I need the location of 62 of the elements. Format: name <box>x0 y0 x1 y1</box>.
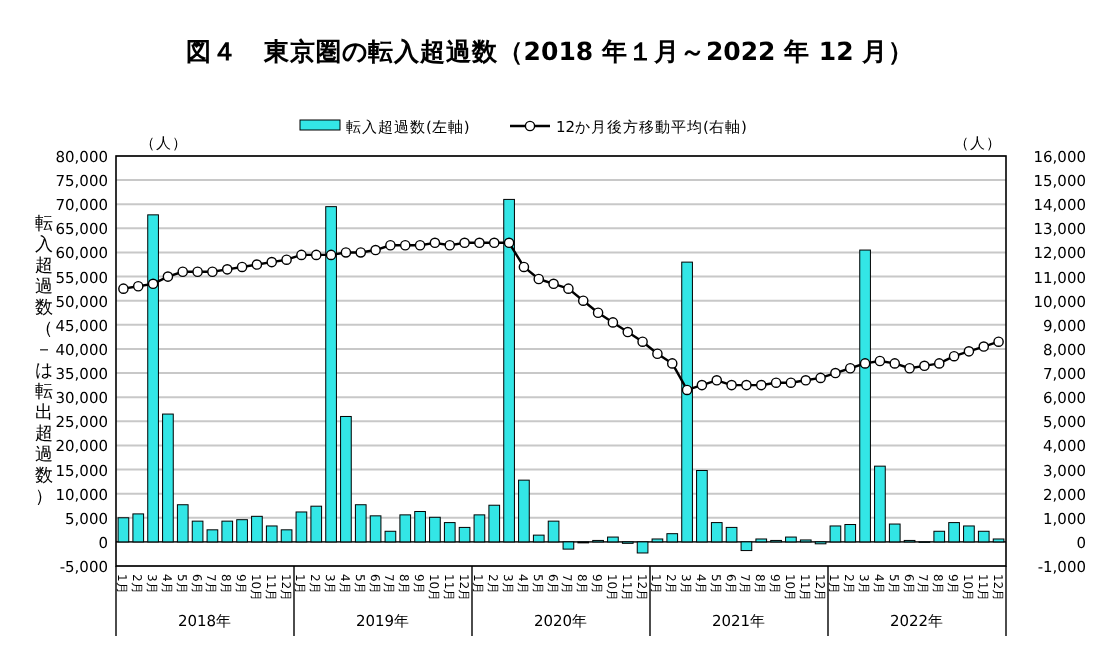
point <box>355 247 367 258</box>
point <box>889 358 901 369</box>
point <box>904 362 915 374</box>
point <box>325 249 337 261</box>
point <box>592 307 604 319</box>
point <box>474 237 485 249</box>
point <box>741 379 752 391</box>
point <box>399 239 411 251</box>
point <box>755 379 767 391</box>
point <box>844 362 856 374</box>
text: 転入超過数（－は転出超過数） <box>35 215 53 508</box>
point <box>518 261 530 273</box>
point <box>963 346 975 357</box>
point <box>488 237 500 249</box>
point <box>177 266 189 278</box>
point <box>933 358 945 369</box>
point <box>948 350 960 362</box>
point <box>370 244 381 256</box>
point <box>830 367 841 379</box>
point <box>577 295 589 307</box>
point <box>859 358 871 369</box>
point <box>118 283 129 294</box>
point <box>207 266 218 278</box>
point <box>221 264 233 275</box>
point <box>162 271 174 282</box>
point <box>563 283 574 294</box>
point <box>978 341 990 352</box>
point <box>266 256 278 268</box>
chart-title: 図４ 東京圏の転入超過数（2018 年１月～2022 年 12 月） <box>185 36 915 66</box>
point <box>503 237 515 249</box>
point <box>919 360 930 372</box>
point <box>414 239 426 251</box>
point <box>815 372 826 384</box>
point <box>711 374 723 386</box>
point <box>310 249 322 261</box>
point <box>607 317 619 328</box>
point <box>548 278 559 290</box>
point <box>993 336 1004 348</box>
point <box>622 326 634 338</box>
point <box>637 336 648 348</box>
point <box>281 254 292 266</box>
point <box>726 379 737 391</box>
point <box>874 355 886 367</box>
point <box>681 384 693 396</box>
point <box>800 374 812 386</box>
point <box>696 379 708 391</box>
point <box>251 259 263 270</box>
point <box>533 273 545 285</box>
point <box>236 261 248 273</box>
point <box>340 247 352 258</box>
point <box>429 237 441 249</box>
point <box>666 358 678 369</box>
point <box>444 239 456 251</box>
point <box>132 280 144 292</box>
point <box>296 249 307 261</box>
point <box>785 377 797 389</box>
point <box>652 348 663 360</box>
point <box>147 278 159 290</box>
point <box>770 377 782 389</box>
point <box>385 239 396 251</box>
point <box>459 237 470 249</box>
point <box>192 266 203 278</box>
